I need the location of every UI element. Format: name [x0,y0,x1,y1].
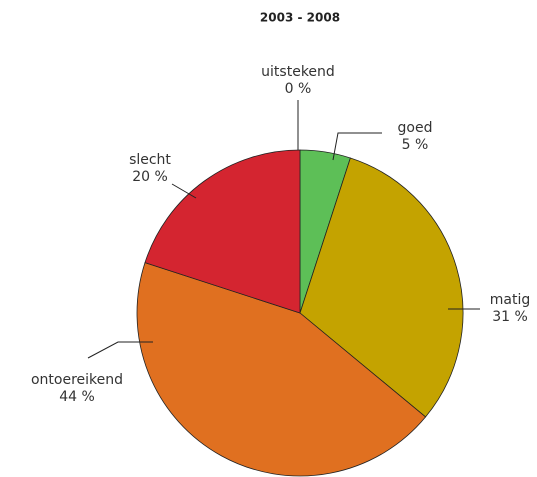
pie-slice [144,149,301,314]
slice-label: slecht [129,152,171,168]
slice-value-label: 20 % [132,169,168,185]
slice-value-label: 31 % [492,309,528,325]
slice-value-label: 5 % [402,137,429,153]
slice-value-label: 0 % [285,81,312,97]
leader-line [87,341,153,359]
slice-label: ontoereikend [31,372,123,388]
chart-title: 2003 - 2008 [260,11,340,25]
pie-slice [299,157,464,418]
slice-label: uitstekend [261,64,335,80]
slice-value-label: 44 % [59,389,95,405]
leader-line [171,183,197,199]
slice-label: goed [398,120,433,136]
leader-line [332,132,382,161]
slice-label: matig [490,292,530,308]
pie-slice [136,262,427,477]
